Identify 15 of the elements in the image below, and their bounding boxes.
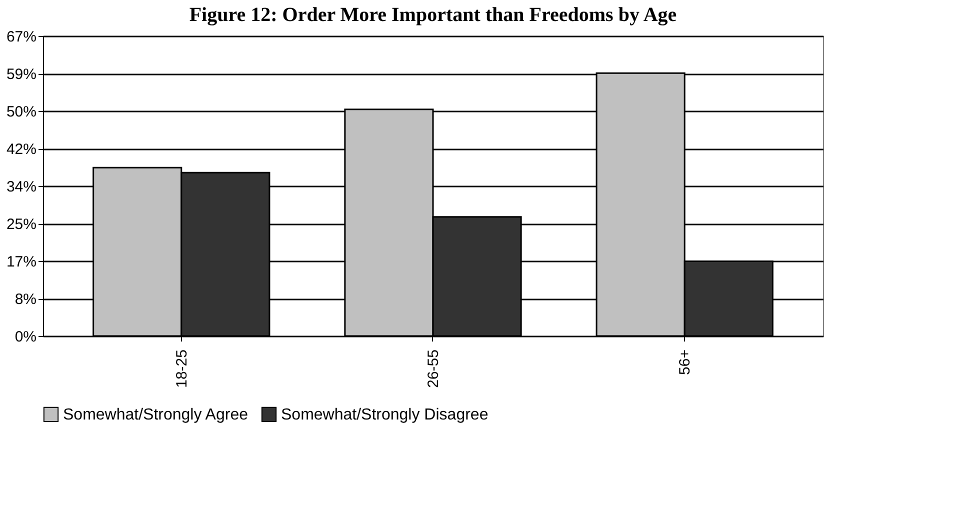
y-tick-label: 25%: [6, 216, 36, 233]
y-tick-label: 17%: [6, 254, 36, 270]
y-tick-label: 0%: [14, 328, 36, 346]
y-tick-label: 42%: [6, 141, 36, 158]
chart-title: Figure 12: Order More Important than Freedoms by Age: [189, 4, 677, 26]
x-tick-label: 56+: [676, 349, 694, 375]
y-tick-label: 8%: [14, 291, 36, 308]
x-tick-label: 26-55: [425, 350, 442, 388]
y-tick-label: 59%: [6, 66, 36, 83]
legend-label: Somewhat/Strongly Disagree: [281, 406, 488, 424]
x-tick-label: 18-25: [173, 350, 190, 388]
legend-label: Somewhat/Strongly Agree: [63, 406, 248, 424]
y-tick-label: 34%: [6, 178, 36, 196]
y-tick-label: 67%: [6, 28, 36, 46]
y-tick-label: 50%: [6, 104, 36, 120]
